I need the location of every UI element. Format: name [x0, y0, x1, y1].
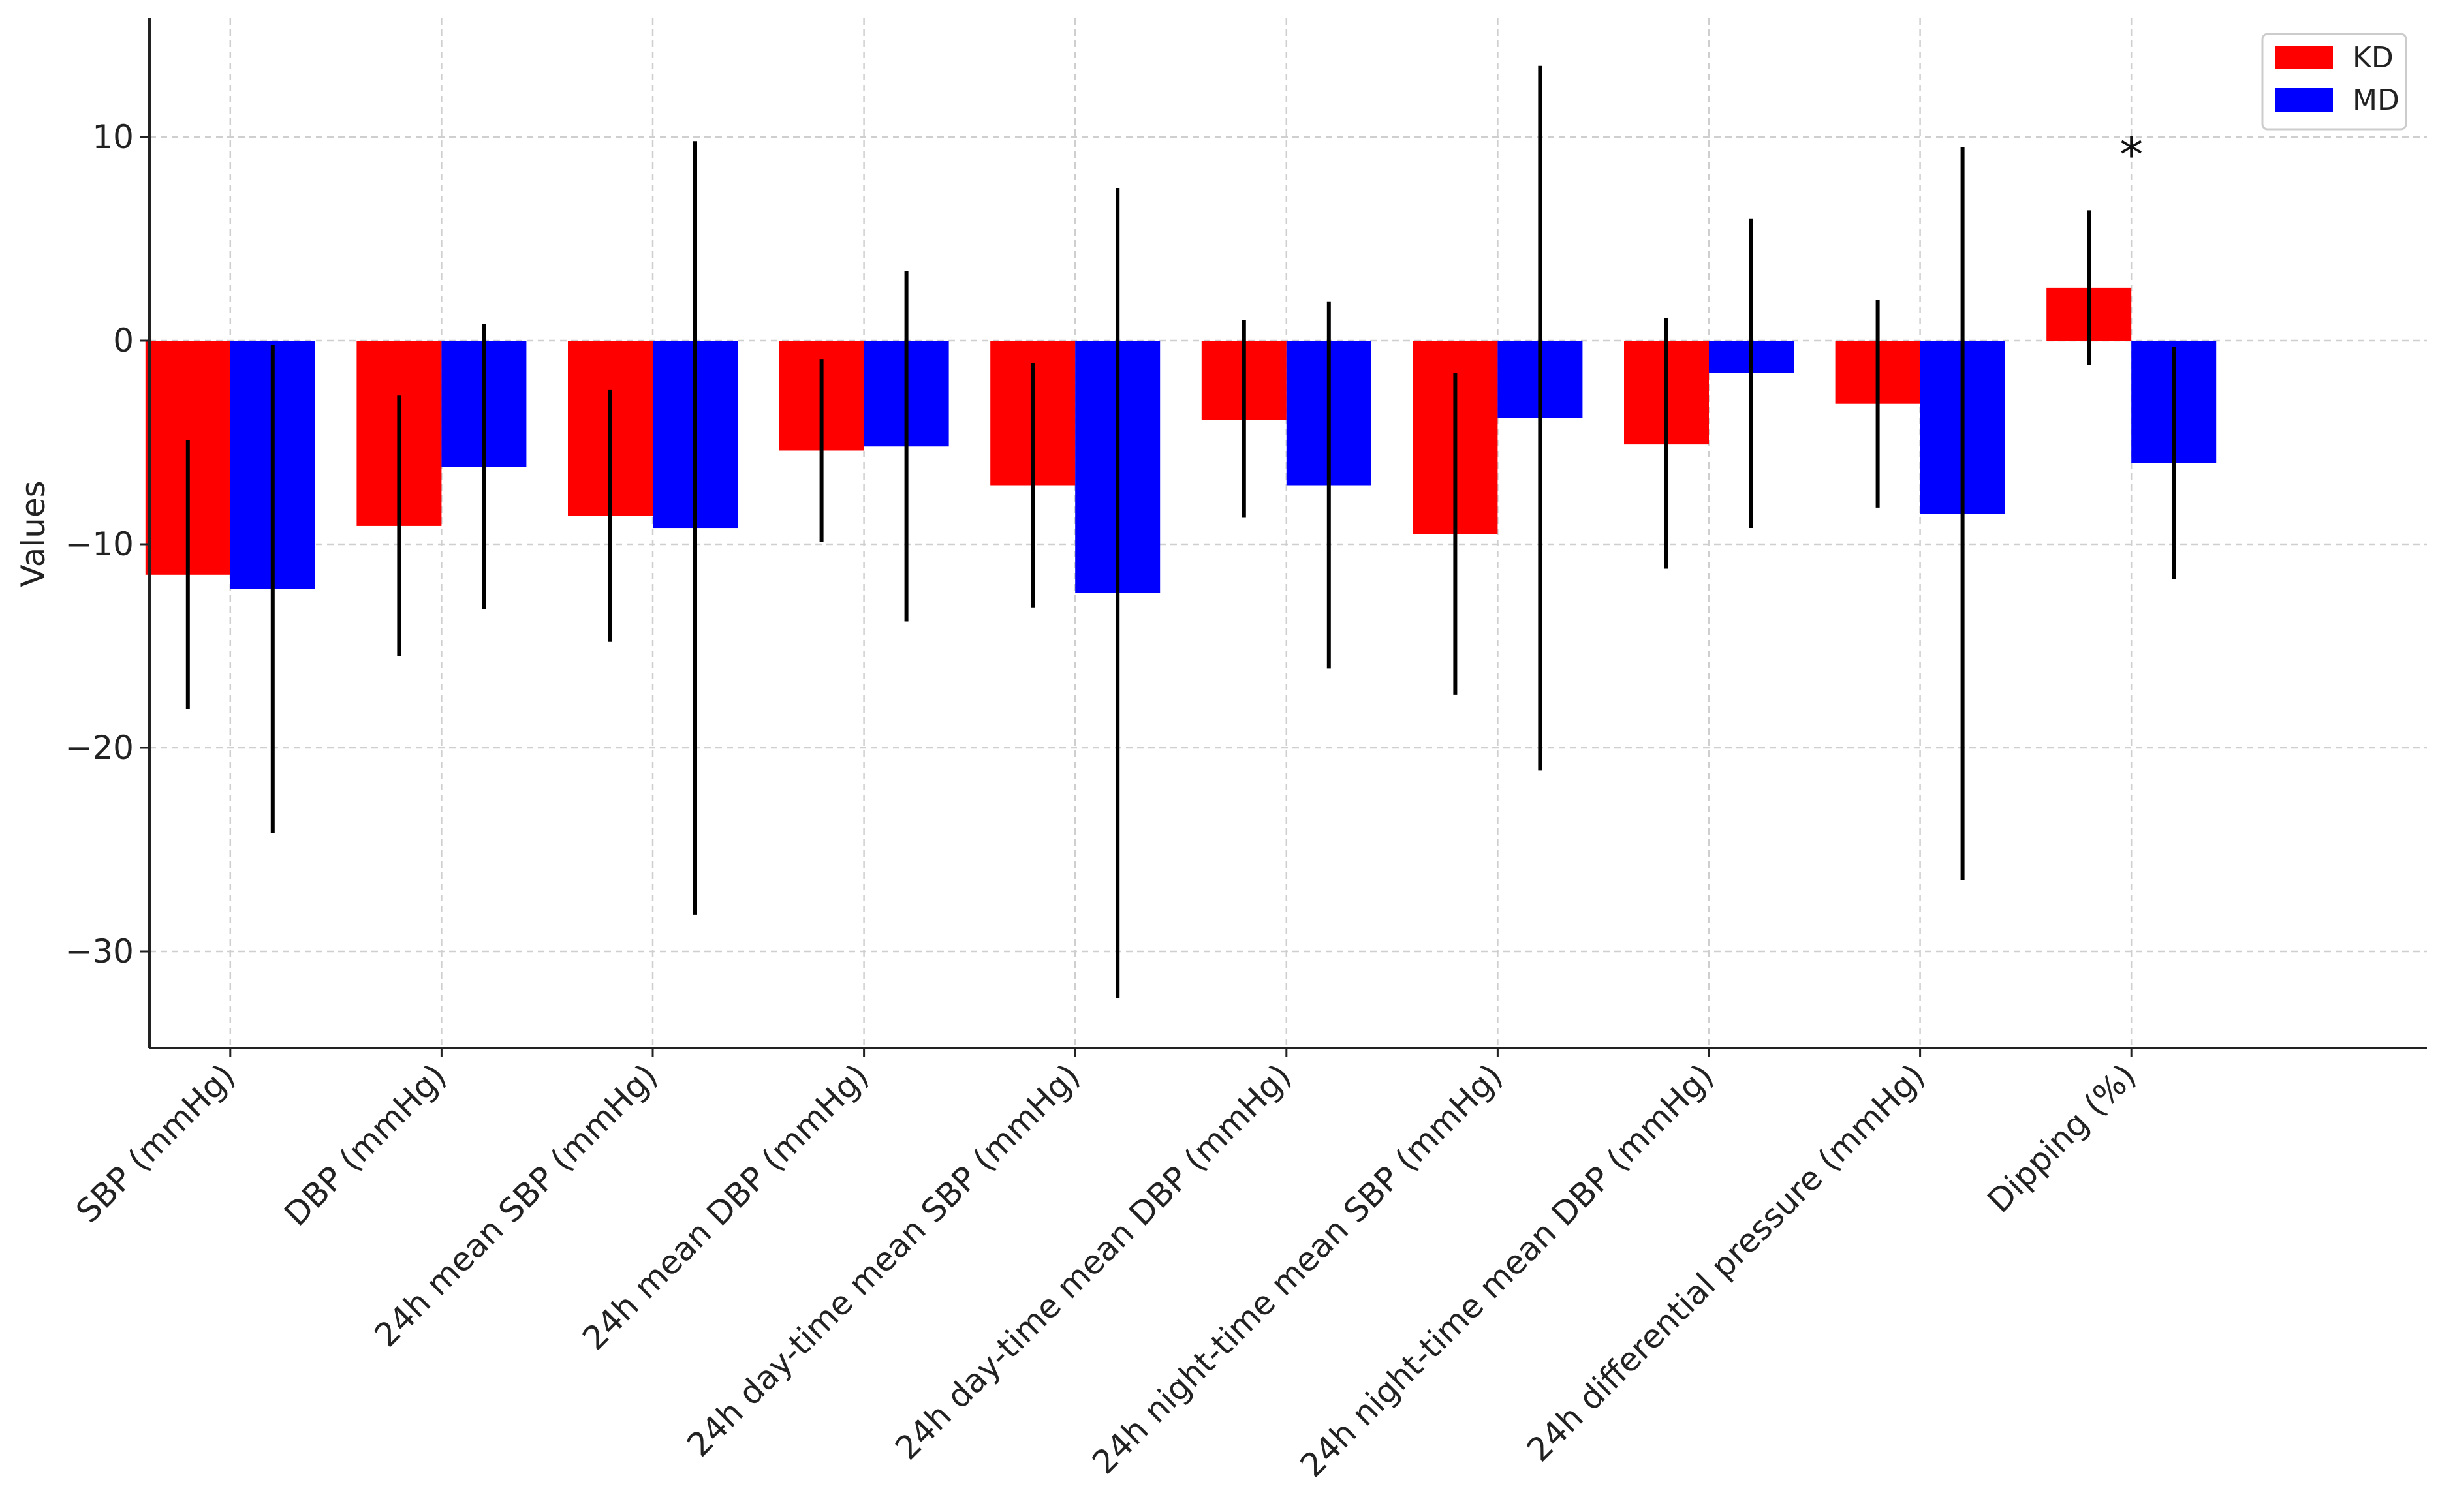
y-tick-label: 0: [113, 322, 134, 360]
legend: KD MD: [2261, 33, 2407, 131]
y-tick-label: −20: [65, 729, 134, 767]
bars: [145, 287, 2217, 593]
x-tick-label: 24h night-time mean DBP (mmHg): [1293, 1057, 1721, 1485]
legend-swatch-kd: [2275, 46, 2333, 69]
error-bars: [185, 65, 2176, 998]
x-tick-label: 24h differential pressure (mmHg): [1520, 1057, 1932, 1469]
legend-swatch-md: [2275, 88, 2333, 112]
significance-marker: *: [2119, 127, 2143, 182]
legend-label-kd: KD: [2352, 41, 2394, 74]
x-tick-label: Dipping (%): [1980, 1057, 2144, 1220]
x-tick-label: 24h night-time mean SBP (mmHg): [1085, 1057, 1510, 1481]
annotations: *: [2119, 127, 2143, 182]
y-ticks: 10 0 −10 −20 −30: [65, 118, 149, 970]
legend-label-md: MD: [2352, 84, 2399, 117]
x-tick-label: SBP (mmHg): [69, 1057, 243, 1230]
x-tick-label: DBP (mmHg): [277, 1057, 454, 1233]
axes: [148, 18, 2427, 1049]
y-axis-title: Values: [14, 480, 52, 587]
y-tick-label: 10: [92, 118, 134, 156]
grid: [149, 18, 2427, 1048]
y-tick-label: −30: [65, 933, 134, 970]
x-ticks: SBP (mmHg) DBP (mmHg)24h mean SBP (mmHg)2…: [69, 1048, 2144, 1485]
y-tick-label: −10: [65, 525, 134, 563]
x-tick-label: 24h day-time mean DBP (mmHg): [888, 1057, 1298, 1467]
x-tick-label: 24h day-time mean SBP (mmHg): [680, 1057, 1087, 1464]
